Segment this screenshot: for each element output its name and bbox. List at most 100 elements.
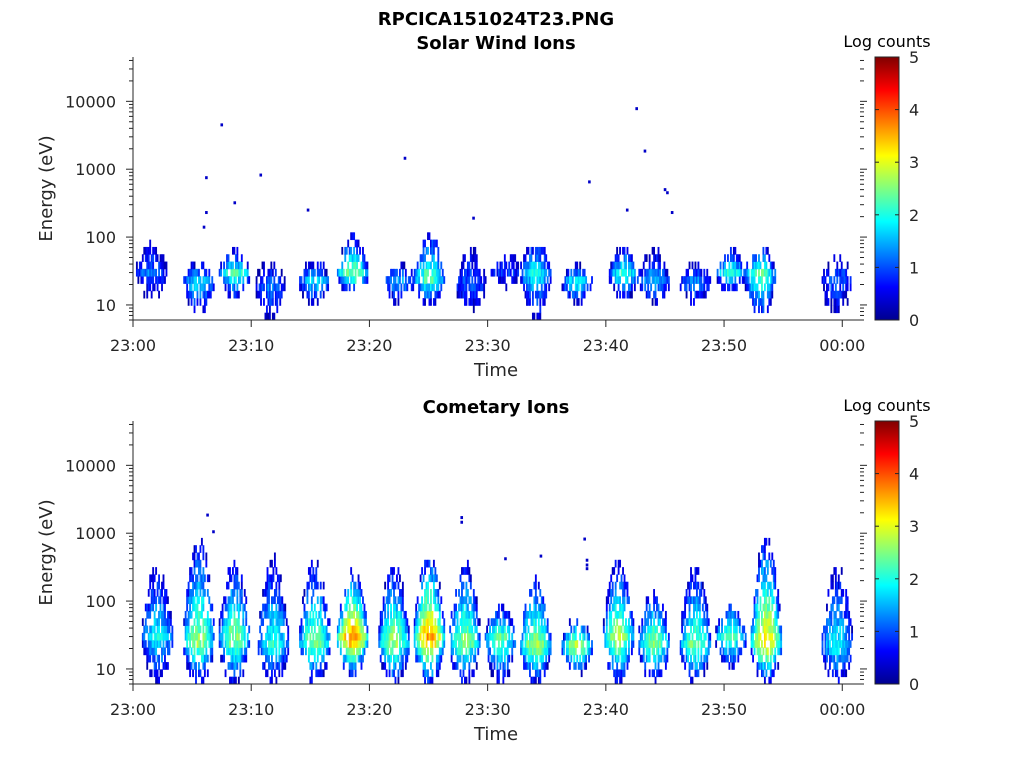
- cell: [690, 618, 692, 626]
- cell: [827, 268, 830, 277]
- cell: [324, 610, 327, 619]
- cell: [341, 618, 344, 626]
- cell: [390, 276, 392, 284]
- cell: [496, 647, 499, 656]
- cell: [529, 268, 531, 277]
- cell: [523, 261, 525, 270]
- cell: [585, 276, 588, 284]
- cell: [833, 596, 836, 605]
- cell: [698, 290, 701, 299]
- cell: [486, 625, 489, 634]
- cell: [143, 640, 146, 648]
- cell: [315, 610, 318, 619]
- cell: [629, 625, 632, 634]
- cell: [834, 574, 837, 583]
- cell: [684, 610, 687, 619]
- cell: [227, 254, 230, 262]
- cell: [357, 654, 360, 663]
- cell: [342, 276, 345, 284]
- cell: [546, 261, 549, 270]
- cell: [312, 589, 315, 597]
- cell: [648, 254, 651, 262]
- cell: [233, 268, 236, 277]
- cell: [269, 647, 272, 656]
- cell: [843, 276, 846, 284]
- cell: [693, 581, 695, 590]
- cell: [158, 625, 160, 634]
- cell: [397, 283, 400, 292]
- cell: [245, 618, 248, 626]
- cell: [268, 589, 270, 597]
- cell: [450, 647, 453, 656]
- cell: [321, 632, 324, 641]
- cell: [232, 246, 234, 255]
- cell: [322, 640, 325, 648]
- cell: [312, 567, 315, 575]
- cell: [666, 647, 669, 656]
- cell: [768, 283, 771, 292]
- cell: [195, 276, 197, 284]
- cell: [542, 647, 545, 656]
- cell: [840, 290, 843, 299]
- cell: [466, 589, 469, 597]
- cell: [685, 596, 688, 605]
- cell: [824, 625, 827, 634]
- cell: [589, 647, 592, 656]
- cell: [617, 596, 620, 605]
- cell: [262, 618, 265, 626]
- cell: [307, 276, 310, 284]
- cell: [397, 290, 400, 299]
- cell: [203, 669, 206, 678]
- cell: [268, 647, 270, 656]
- cell: [849, 654, 852, 663]
- cell: [644, 276, 647, 284]
- cell: [360, 261, 363, 270]
- cell: [341, 283, 344, 292]
- cell: [449, 625, 452, 634]
- cell: [644, 618, 647, 626]
- cell: [657, 603, 660, 612]
- cell: [360, 618, 363, 626]
- cell: [309, 647, 312, 656]
- cell: [472, 246, 475, 255]
- cell: [186, 596, 189, 605]
- cell: [474, 261, 477, 270]
- cell: [509, 254, 512, 262]
- cell: [354, 239, 357, 248]
- cell: [477, 276, 480, 284]
- cell: [437, 261, 440, 270]
- cell: [685, 632, 688, 641]
- cell: [156, 632, 159, 641]
- cell: [437, 290, 440, 299]
- cell: [474, 276, 477, 284]
- cell: [183, 618, 186, 626]
- cell: [475, 298, 478, 306]
- cell: [497, 654, 500, 663]
- cell: [477, 632, 480, 641]
- cell: [561, 647, 564, 656]
- cell: [379, 618, 382, 626]
- cell: [156, 669, 159, 678]
- cell: [582, 268, 585, 277]
- cell: [165, 268, 168, 277]
- cell: [459, 669, 462, 678]
- cell: [240, 254, 243, 262]
- cell: [691, 261, 694, 270]
- cell: [285, 654, 288, 663]
- cell: [265, 312, 268, 321]
- cell: [537, 640, 540, 648]
- cell: [664, 662, 667, 670]
- cell: [282, 618, 285, 626]
- cell: [823, 276, 825, 284]
- cell: [845, 589, 848, 597]
- cell: [422, 625, 425, 634]
- cell: [701, 581, 704, 590]
- cell: [351, 647, 354, 656]
- cell: [734, 654, 737, 663]
- cell: [450, 632, 453, 641]
- cell: [164, 596, 166, 605]
- cell: [407, 632, 410, 641]
- cell: [159, 632, 162, 641]
- cell: [475, 625, 478, 634]
- cell: [434, 290, 437, 299]
